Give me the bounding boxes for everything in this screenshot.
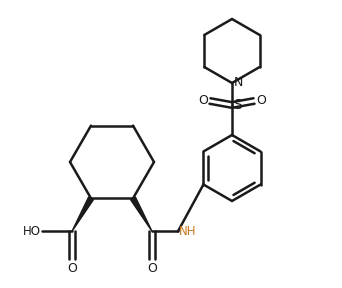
- Text: O: O: [198, 94, 208, 107]
- Text: HO: HO: [23, 225, 41, 238]
- Text: S: S: [233, 98, 242, 112]
- Text: N: N: [234, 77, 244, 90]
- Text: O: O: [67, 262, 77, 275]
- Text: O: O: [147, 262, 157, 275]
- Text: NH: NH: [179, 225, 197, 238]
- Polygon shape: [72, 197, 93, 231]
- Text: O: O: [256, 94, 266, 107]
- Polygon shape: [131, 197, 152, 231]
